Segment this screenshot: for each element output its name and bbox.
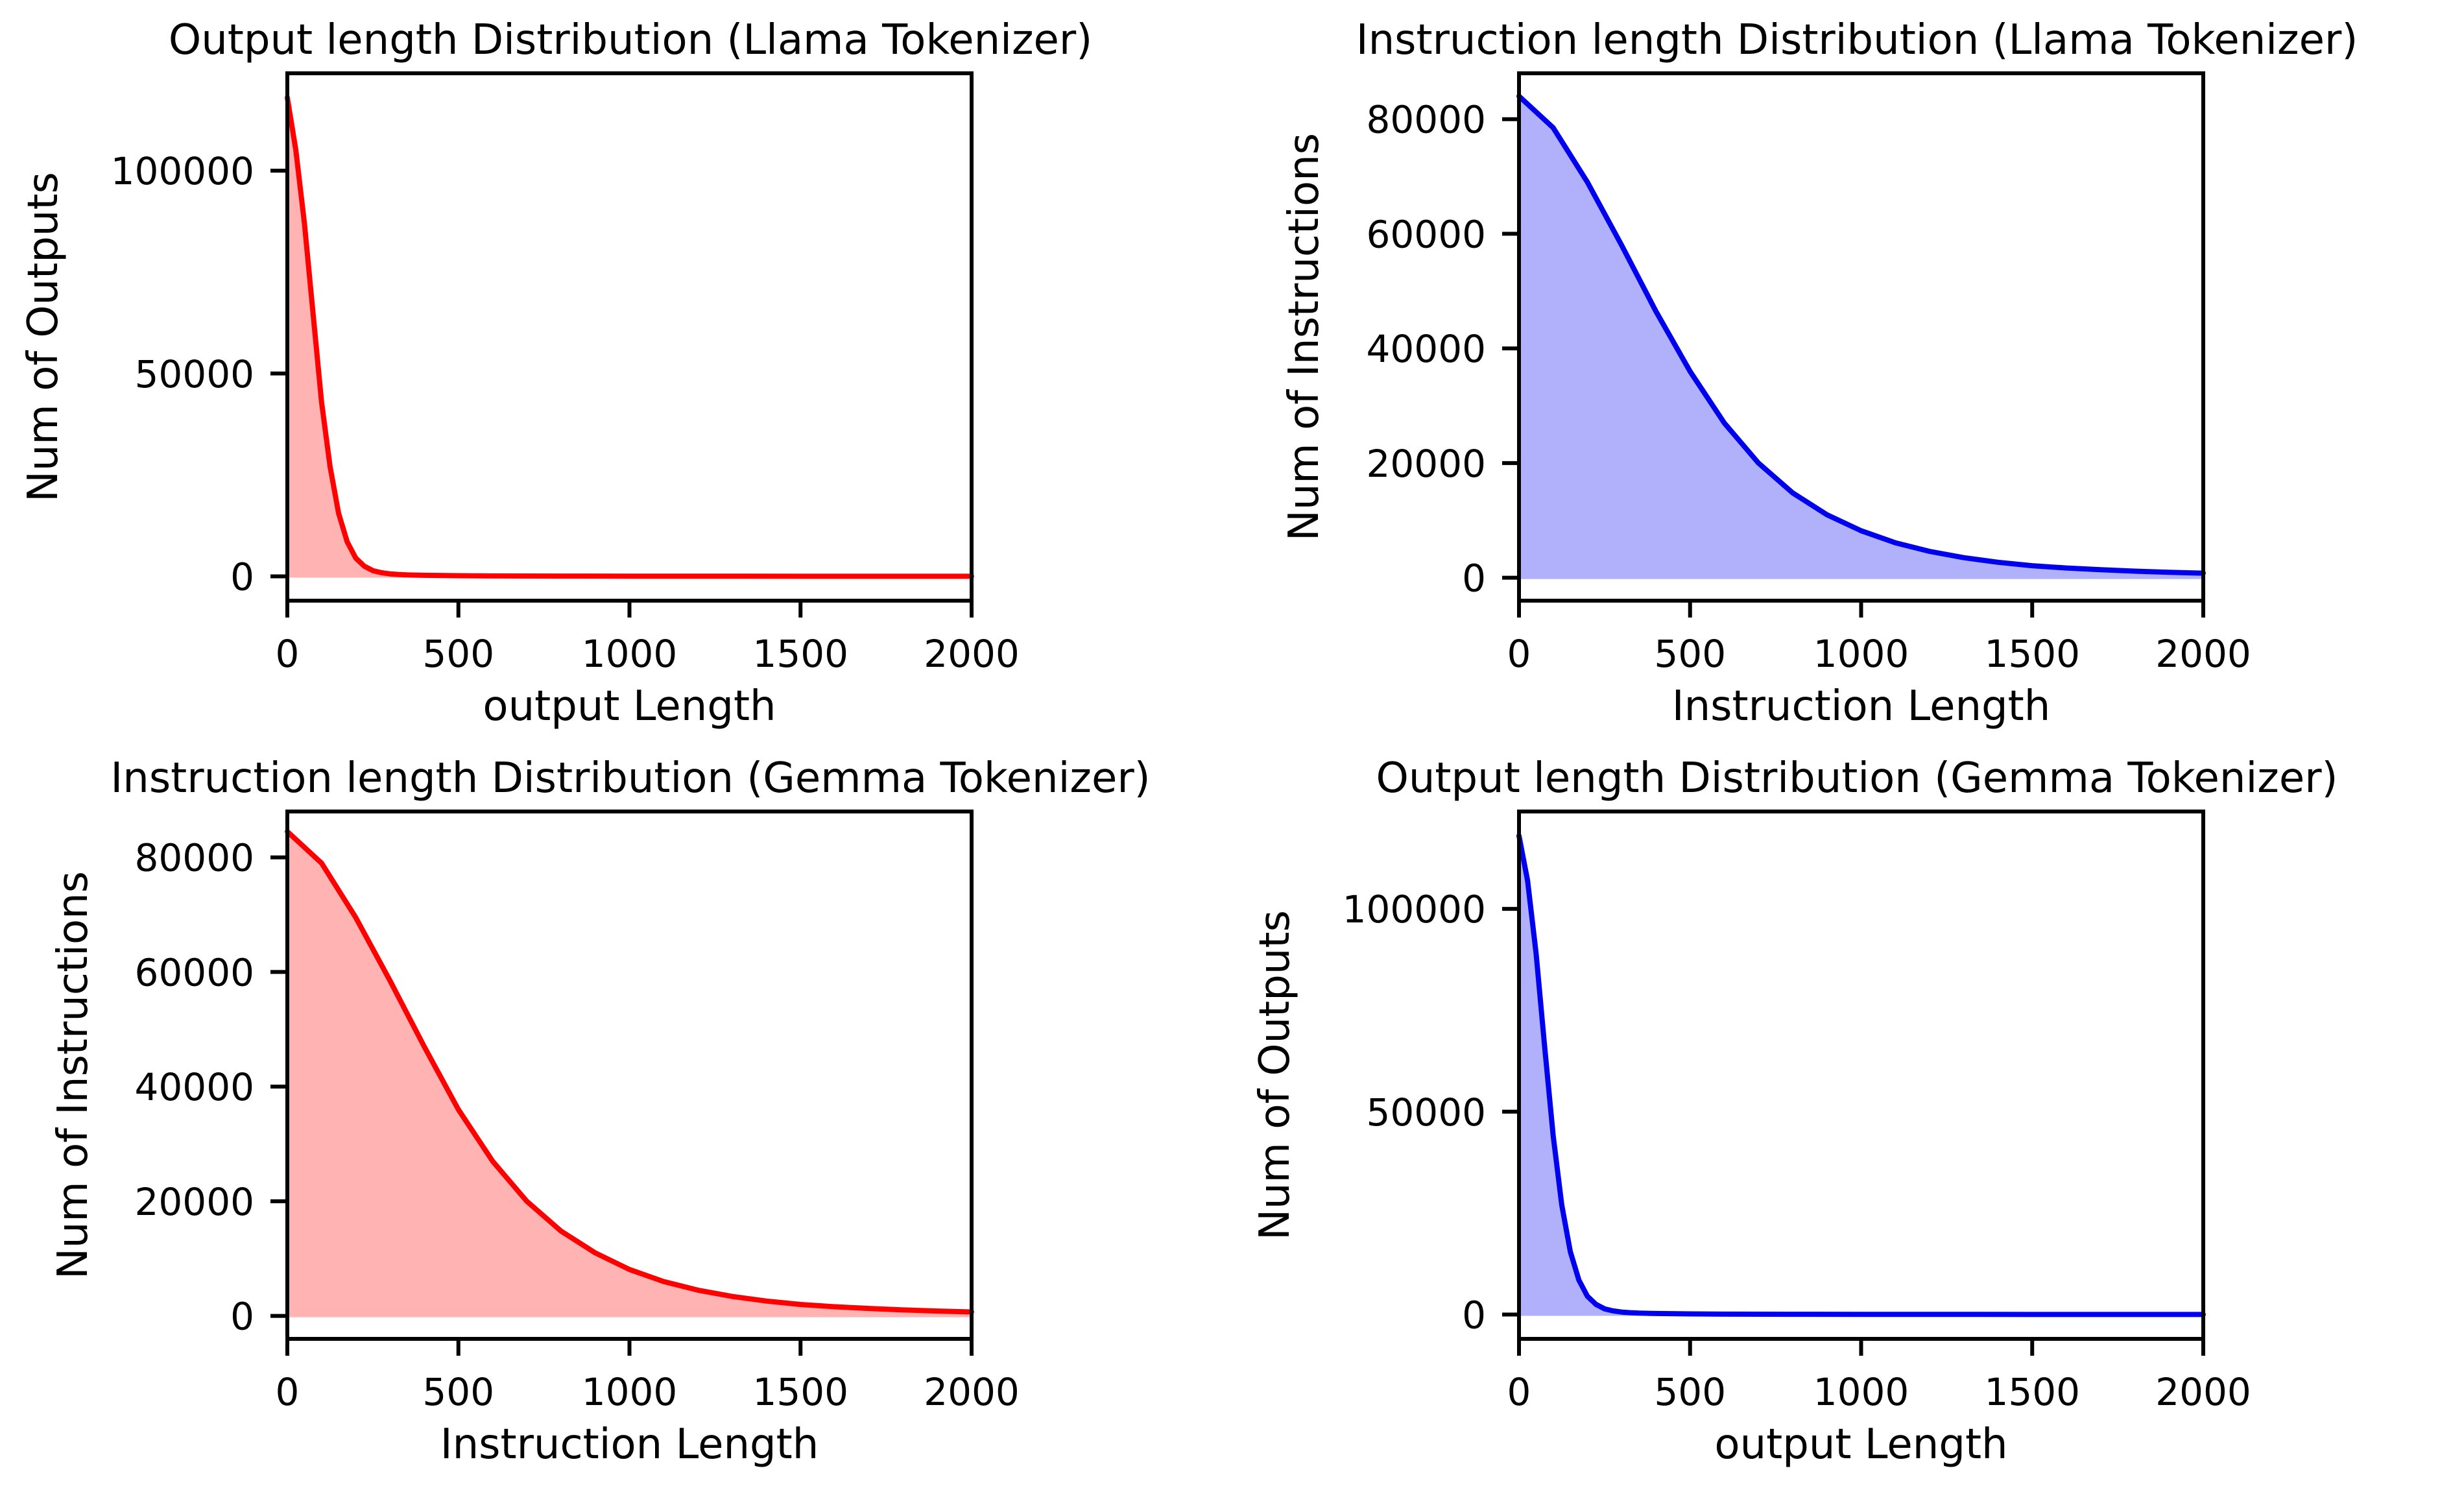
y-tick-label: 40000 bbox=[1366, 327, 1486, 371]
x-tick-label: 1000 bbox=[582, 632, 678, 676]
x-tick-label: 500 bbox=[422, 632, 494, 676]
y-tick-label: 0 bbox=[230, 555, 254, 599]
chart-title: Instruction length Distribution (Llama T… bbox=[1356, 16, 2358, 64]
x-tick-label: 1500 bbox=[752, 1370, 848, 1414]
x-tick-label: 2000 bbox=[924, 1370, 1020, 1414]
series-line-1 bbox=[1516, 93, 2206, 576]
y-tick-label: 100000 bbox=[1343, 887, 1486, 931]
x-tick-label: 0 bbox=[276, 1370, 300, 1414]
y-axis-label: Num of Instructions bbox=[49, 871, 97, 1279]
x-tick-label: 500 bbox=[1654, 632, 1726, 676]
y-tick-label: 20000 bbox=[134, 1180, 254, 1224]
area-fill-series-1 bbox=[287, 97, 972, 577]
x-tick-label: 0 bbox=[276, 632, 300, 676]
x-tick-label: 500 bbox=[1654, 1370, 1726, 1414]
y-tick-label: 60000 bbox=[1366, 212, 1486, 256]
x-tick-label: 1000 bbox=[1813, 632, 1909, 676]
x-axis-label: Instruction Length bbox=[440, 1421, 819, 1469]
y-tick-label: 20000 bbox=[1366, 442, 1486, 486]
y-tick-label: 0 bbox=[1462, 557, 1486, 601]
chart-panel-2: 0 500 1000 1500 2000020000400006000080000Ins… bbox=[1280, 16, 2358, 730]
y-tick-label: 40000 bbox=[134, 1065, 254, 1109]
y-tick-label: 0 bbox=[230, 1295, 254, 1339]
x-tick-label: 1500 bbox=[1984, 632, 2080, 676]
x-tick-label: 2000 bbox=[2155, 1370, 2251, 1414]
area-fill-series-1 bbox=[1519, 96, 2203, 578]
y-axis-label: Num of Instructions bbox=[1280, 133, 1328, 541]
series-line-1 bbox=[285, 95, 974, 579]
y-tick-label: 60000 bbox=[134, 950, 254, 994]
area-fill-series-1 bbox=[1519, 835, 2203, 1315]
chart-title: Output length Distribution (Gemma Tokeni… bbox=[1376, 754, 2338, 802]
x-tick-label: 2000 bbox=[924, 632, 1020, 676]
y-tick-label: 100000 bbox=[111, 149, 254, 193]
series-line-1 bbox=[1516, 833, 2206, 1317]
y-tick-label: 80000 bbox=[1366, 98, 1486, 142]
y-tick-label: 0 bbox=[1462, 1293, 1486, 1337]
chart-panel-3: 0 500 1000 1500 2000020000400006000080000Ins… bbox=[49, 754, 1151, 1469]
chart-title: Instruction length Distribution (Gemma T… bbox=[110, 754, 1150, 802]
x-axis-label: Instruction Length bbox=[1672, 682, 2051, 730]
x-tick-label: 1000 bbox=[582, 1370, 678, 1414]
x-tick-label: 1500 bbox=[1984, 1370, 2080, 1414]
x-tick-label: 1000 bbox=[1813, 1370, 1909, 1414]
x-tick-label: 2000 bbox=[2155, 632, 2251, 676]
y-tick-label: 50000 bbox=[134, 352, 254, 396]
x-tick-label: 0 bbox=[1507, 632, 1531, 676]
x-axis-label: output Length bbox=[483, 682, 776, 730]
x-tick-label: 1500 bbox=[752, 632, 848, 676]
chart-panel-1: 0 500 1000 1500 2000 0 50000 100000 Output lengt… bbox=[19, 16, 1092, 730]
y-axis-label: Num of Outputs bbox=[1251, 910, 1299, 1240]
chart-panel-4: 0 500 1000 1500 2000 0 50000 100000 Output lengt… bbox=[1251, 754, 2338, 1469]
x-axis-label: output Length bbox=[1714, 1421, 2007, 1469]
x-tick-label: 500 bbox=[422, 1370, 494, 1414]
y-axis-label: Num of Outputs bbox=[19, 172, 67, 502]
area-fill-series-1 bbox=[287, 831, 972, 1316]
y-tick-label: 80000 bbox=[134, 836, 254, 880]
y-tick-label: 50000 bbox=[1366, 1090, 1486, 1135]
series-line-1 bbox=[285, 828, 974, 1315]
x-tick-label: 0 bbox=[1507, 1370, 1531, 1414]
plot-frame bbox=[1517, 810, 2205, 1341]
chart-title: Output length Distribution (Llama Tokeni… bbox=[169, 16, 1092, 64]
plot-frame bbox=[285, 71, 974, 603]
